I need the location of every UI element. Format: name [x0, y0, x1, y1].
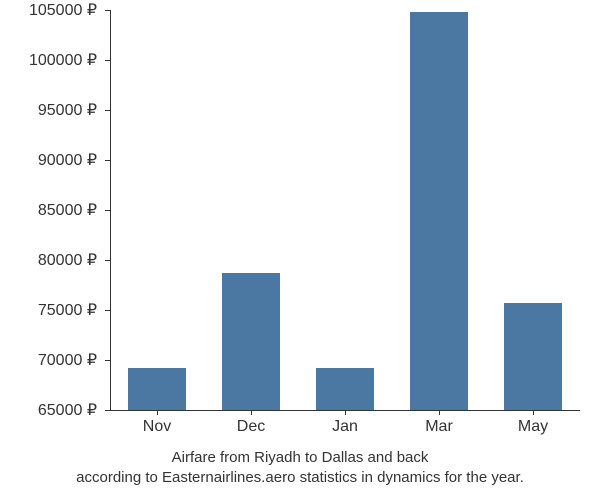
x-tick-label: Dec	[237, 418, 265, 436]
bar	[316, 368, 374, 410]
y-tick-label: 80000 ₽	[38, 250, 97, 270]
x-tick-mark	[439, 410, 440, 415]
bar	[222, 273, 280, 410]
x-tick-label: Nov	[143, 418, 171, 436]
caption-line-1: Airfare from Riyadh to Dallas and back	[172, 449, 429, 466]
y-tick-label: 65000 ₽	[38, 400, 97, 420]
plot-area	[110, 10, 580, 410]
x-tick-mark	[251, 410, 252, 415]
chart-caption: Airfare from Riyadh to Dallas and back a…	[0, 448, 600, 489]
y-tick-label: 90000 ₽	[38, 150, 97, 170]
bar	[128, 368, 186, 410]
x-tick-mark	[533, 410, 534, 415]
x-tick-label: Mar	[425, 418, 453, 436]
bar	[410, 12, 468, 410]
caption-line-2: according to Easternairlines.aero statis…	[76, 469, 524, 486]
y-tick-label: 85000 ₽	[38, 200, 97, 220]
x-axis: Nov Dec Jan Mar May	[110, 410, 580, 440]
y-tick-label: 75000 ₽	[38, 300, 97, 320]
y-axis-line	[110, 10, 111, 410]
y-tick-label: 70000 ₽	[38, 350, 97, 370]
y-axis: 65000 ₽70000 ₽75000 ₽80000 ₽85000 ₽90000…	[0, 10, 105, 410]
x-tick-label: Jan	[332, 418, 358, 436]
bar	[504, 303, 562, 410]
airfare-bar-chart: 65000 ₽ 70000 ₽ 75000 ₽ 80000 ₽ 85000 ₽ 90000…	[0, 0, 600, 500]
y-tick-label: 105000 ₽	[29, 0, 97, 20]
x-tick-label: May	[518, 418, 548, 436]
x-tick-mark	[345, 410, 346, 415]
y-tick-label: 100000 ₽	[29, 50, 97, 70]
y-tick-label: 95000 ₽	[38, 100, 97, 120]
x-tick-mark	[157, 410, 158, 415]
